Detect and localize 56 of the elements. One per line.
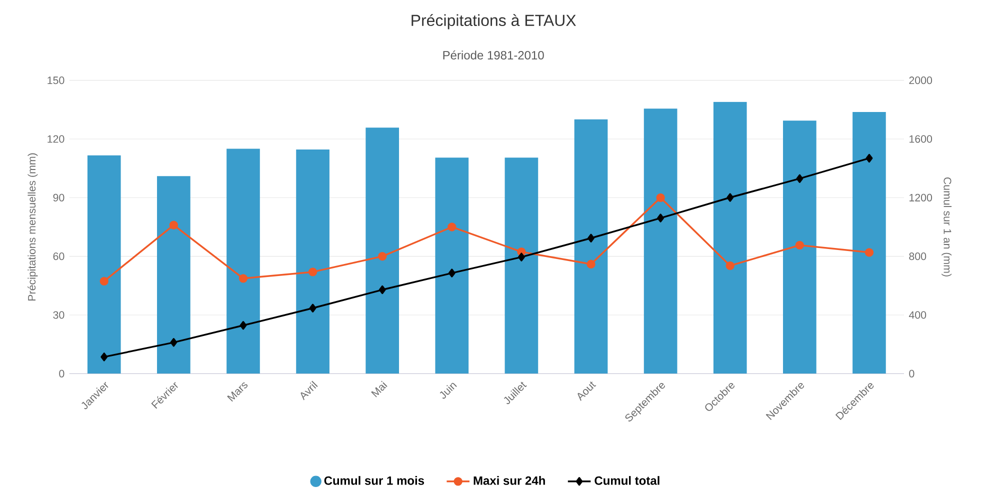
bar — [504, 158, 538, 374]
bar — [574, 119, 608, 374]
y2-tick-label: 800 — [909, 252, 926, 260]
point — [586, 260, 596, 268]
bar — [852, 112, 886, 374]
bar — [644, 108, 678, 374]
point — [100, 352, 108, 362]
y2-tick-label: 1600 — [910, 135, 932, 143]
point — [866, 154, 873, 163]
point — [448, 268, 456, 278]
point — [448, 222, 456, 232]
point — [795, 240, 804, 250]
point — [518, 252, 525, 262]
bar — [713, 102, 747, 374]
legend-label: Cumul total — [594, 476, 660, 485]
y-tick-label: 120 — [48, 135, 64, 143]
x-tick-label: Juin — [440, 382, 457, 399]
point — [238, 274, 248, 283]
point — [726, 261, 734, 270]
y2-axis-title: Cumul sur 1 an (mm) — [942, 177, 952, 276]
bar — [87, 155, 121, 374]
point — [100, 276, 108, 286]
point — [657, 214, 664, 222]
chart-title: Précipitations à ETAUX — [412, 14, 576, 30]
point — [726, 193, 734, 202]
y2-tick-label: 1200 — [910, 194, 932, 202]
point — [170, 338, 178, 347]
point — [588, 234, 594, 242]
x-tick-label: Mai — [371, 380, 388, 398]
point — [796, 174, 804, 183]
point — [378, 252, 387, 261]
bar — [435, 158, 469, 374]
y2-tick-label: 0 — [909, 370, 914, 378]
bar — [157, 176, 190, 374]
point — [240, 321, 247, 330]
bar — [366, 128, 400, 374]
y-tick-label: 90 — [53, 194, 64, 202]
y2-tick-label: 2000 — [909, 76, 932, 84]
chart-subtitle: Période 1981-2010 — [443, 50, 544, 60]
bar — [296, 150, 330, 374]
bar — [783, 120, 816, 374]
bar — [226, 148, 260, 374]
y-tick-label: 60 — [53, 252, 64, 260]
point — [169, 220, 178, 230]
y-tick-label: 150 — [48, 76, 64, 84]
legend-label: Cumul sur 1 mois — [324, 476, 424, 485]
point — [378, 285, 386, 294]
y-tick-label: 0 — [59, 370, 64, 378]
point — [864, 248, 874, 257]
point — [309, 304, 316, 312]
legend-label: Maxi sur 24h — [474, 476, 545, 485]
y2-tick-label: 400 — [908, 311, 926, 319]
y-axis-title: Précipitations mensuelles (mm) — [28, 153, 38, 301]
point — [656, 193, 665, 202]
y-tick-label: 30 — [53, 311, 64, 319]
point — [308, 268, 318, 276]
